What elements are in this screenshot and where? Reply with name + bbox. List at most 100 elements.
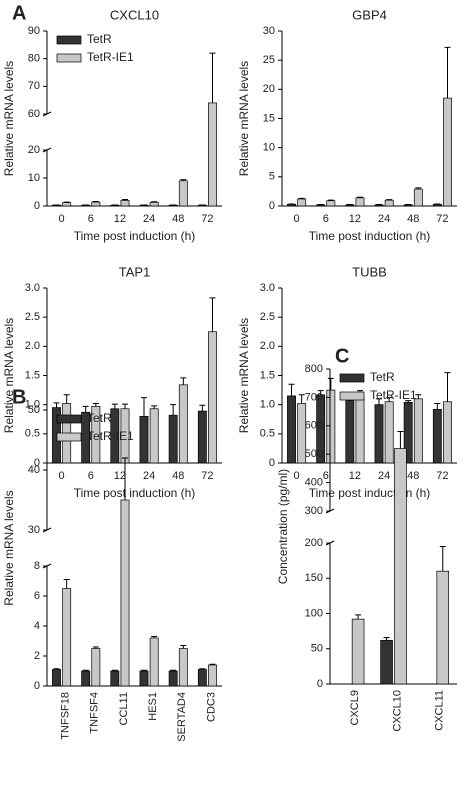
error-bar [141, 669, 147, 671]
error-bar [317, 390, 324, 395]
y-axis-label: Relative mRNA levels [2, 61, 16, 176]
error-bar [82, 405, 89, 413]
y-tick-label: 2.5 [260, 311, 275, 323]
legend-swatch [56, 53, 82, 63]
legend-swatch [56, 35, 82, 45]
panel-label: B [12, 386, 26, 408]
bar [432, 408, 442, 464]
error-bar [357, 196, 363, 198]
error-bar [209, 297, 216, 332]
bar [178, 180, 188, 207]
error-bar [327, 377, 334, 391]
bar [443, 401, 452, 464]
error-bar [151, 201, 158, 203]
y-tick-label: 1.0 [25, 399, 40, 411]
bar [110, 670, 120, 687]
y-axis-label: Relative mRNA levels [2, 318, 16, 433]
bar [91, 201, 101, 207]
x-tick-label: 48 [407, 470, 419, 482]
y-axis-label: Concentration (pg/ml) [276, 469, 290, 584]
error-bar [53, 668, 60, 670]
error-bar [209, 52, 216, 103]
bar [197, 410, 207, 464]
x-tick-label: TNFSF4 [89, 692, 101, 734]
bar [91, 648, 101, 687]
x-tick-label: CDC3 [205, 692, 217, 722]
error-bar [327, 199, 334, 201]
y-tick-label: 80 [28, 53, 40, 65]
x-tick-label: CXCL10 [391, 690, 403, 732]
x-tick-label: 24 [143, 470, 155, 482]
bar [384, 401, 394, 464]
error-bar [397, 430, 404, 449]
bar [443, 97, 452, 207]
bar [345, 400, 355, 464]
x-tick-label: 72 [436, 470, 448, 482]
chart-title: GBP4 [352, 7, 387, 22]
y-tick-label: 1.5 [260, 369, 275, 381]
chart-title: TUBB [352, 264, 387, 279]
y-tick-label: 60 [28, 108, 40, 120]
bar [380, 639, 393, 685]
y-tick-label: 2.0 [260, 340, 275, 352]
error-bar [405, 400, 412, 403]
x-tick-label: 6 [88, 213, 94, 225]
x-tick-label: 72 [201, 213, 213, 225]
bar [374, 404, 384, 464]
bar [355, 197, 365, 207]
error-bar [288, 383, 295, 396]
chart-title: CXCL10 [110, 7, 159, 22]
error-bar [92, 403, 99, 407]
x-tick-label: 0 [59, 470, 65, 482]
y-tick-label: 3.0 [260, 282, 275, 294]
legend-swatch [339, 373, 365, 383]
legend-label: TetR [87, 32, 112, 46]
bar [62, 588, 72, 687]
error-bar [151, 636, 158, 638]
error-bar [199, 404, 206, 412]
y-tick-label: 0.5 [25, 428, 40, 440]
y-tick-label: 25 [263, 54, 275, 66]
bar [432, 203, 442, 207]
y-tick-label: 500 [305, 448, 323, 460]
y-tick-label: 2.5 [25, 311, 40, 323]
error-bar [170, 404, 177, 416]
x-axis-label: Time post induction (h) [309, 229, 431, 243]
x-tick-label: 12 [349, 470, 361, 482]
x-tick-label: 24 [378, 213, 390, 225]
y-tick-label: 20 [28, 144, 40, 156]
error-bar [111, 669, 118, 671]
bar [355, 397, 365, 464]
panel-label: A [12, 2, 26, 24]
y-tick-label: 15 [263, 112, 275, 124]
y-tick-label: 6 [34, 590, 40, 602]
y-tick-label: 0.5 [260, 428, 275, 440]
y-tick-label: 10 [28, 172, 40, 184]
x-tick-label: 6 [88, 470, 94, 482]
bar [326, 389, 336, 464]
x-tick-label: 0 [59, 213, 65, 225]
x-tick-label: 72 [201, 470, 213, 482]
y-tick-label: 30 [28, 524, 40, 536]
x-tick-label: TNFSF18 [59, 692, 71, 740]
bar [178, 384, 188, 464]
bar [120, 499, 130, 687]
x-axis-label: Time post induction (h) [309, 486, 431, 500]
x-tick-label: 48 [172, 213, 184, 225]
error-bar [141, 397, 147, 417]
bar [297, 198, 307, 207]
error-bar [434, 403, 441, 410]
y-axis-label: Relative mRNA levels [2, 490, 16, 605]
y-tick-label: 5 [269, 171, 275, 183]
y-tick-label: 0 [269, 200, 275, 212]
error-bar [415, 187, 422, 190]
legend-label: TetR [370, 370, 395, 384]
error-bar [63, 394, 70, 404]
y-tick-label: 2 [34, 650, 40, 662]
x-tick-label: SERTAD4 [176, 692, 188, 742]
x-axis-label: Time post induction (h) [74, 486, 196, 500]
error-bar [209, 663, 216, 665]
bar [62, 202, 72, 207]
